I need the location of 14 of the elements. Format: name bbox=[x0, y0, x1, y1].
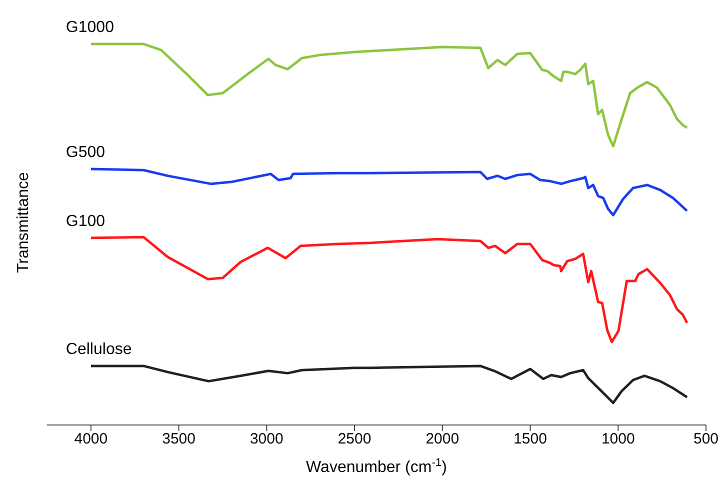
x-tick-label: 2500 bbox=[338, 430, 372, 448]
series-label: G500 bbox=[66, 144, 106, 161]
series-label: G100 bbox=[66, 212, 106, 230]
x-tick-label: 1000 bbox=[601, 430, 635, 448]
series-label: G1000 bbox=[66, 19, 114, 36]
x-tick-label: 3500 bbox=[162, 430, 196, 448]
x-tick-label: 3000 bbox=[250, 430, 284, 448]
x-tick-label: 1500 bbox=[514, 430, 547, 448]
series-label: Cellulose bbox=[66, 340, 132, 358]
x-tick-label: 2000 bbox=[426, 430, 460, 448]
x-tick-label: 500 bbox=[693, 430, 719, 448]
y-axis-title: Transmittance bbox=[15, 172, 32, 273]
x-axis-title: Wavenumber (cm$^{-1}$) bbox=[306, 457, 447, 476]
x-tick-label: 4000 bbox=[74, 430, 108, 448]
